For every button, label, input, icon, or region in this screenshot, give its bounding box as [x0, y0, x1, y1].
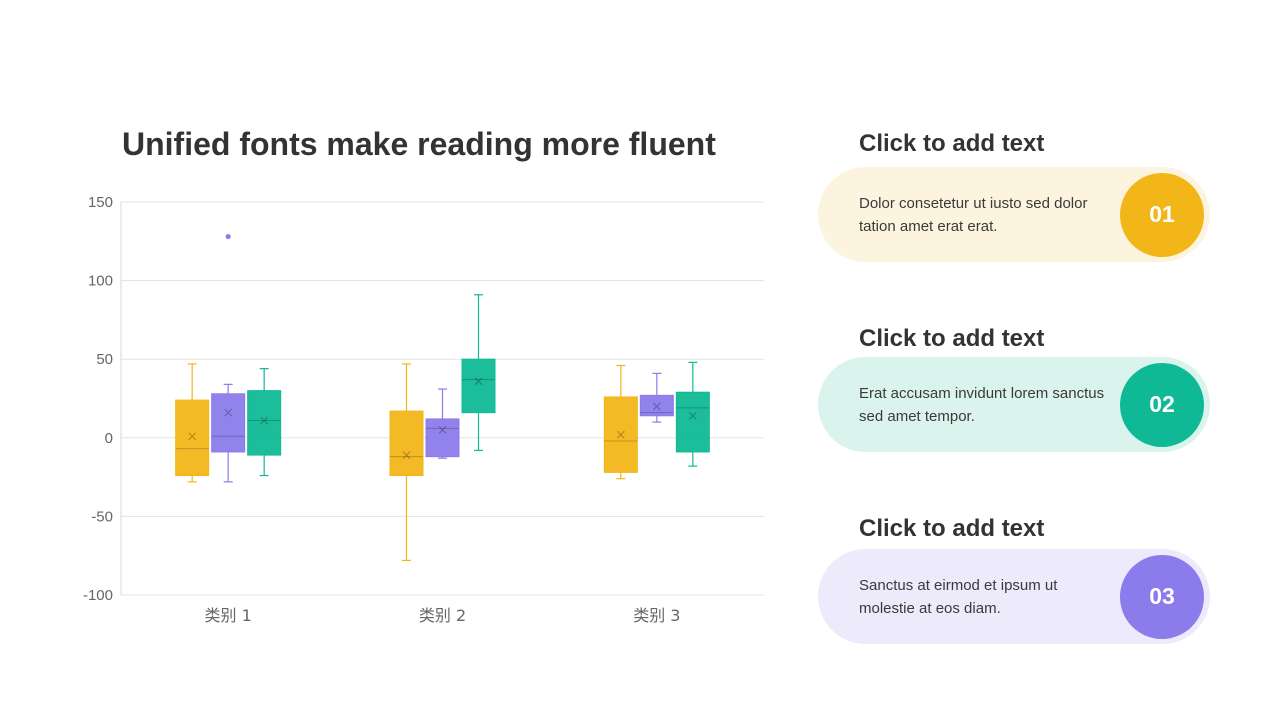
box-plot-chart: 150 100 50 0 -50 -100 类别 1 类别 2 类别 3 — [83, 194, 764, 625]
y-tick-label: 0 — [105, 430, 113, 447]
mean-marker — [474, 377, 483, 386]
outlier-point — [225, 233, 231, 240]
mean-marker — [652, 402, 661, 411]
card-3-text[interactable]: Sanctus at eirmod et ipsum ut molestie a… — [859, 576, 1058, 617]
box — [675, 391, 710, 453]
card-3-number-badge: 03 — [1120, 554, 1204, 639]
card-1-pill: Dolor consetetur ut iusto sed dolor tati… — [818, 167, 1210, 262]
box — [211, 393, 246, 453]
x-category-label: 类别 3 — [633, 606, 680, 625]
card-2-number-badge: 02 — [1120, 362, 1204, 447]
y-tick-label: 100 — [88, 273, 113, 290]
box — [247, 390, 282, 456]
mean-marker — [616, 430, 625, 439]
box — [639, 394, 674, 417]
y-tick-label: 50 — [96, 351, 113, 368]
slide-title: Unified fonts make reading more fluent — [122, 126, 716, 162]
mean-marker — [224, 408, 233, 417]
mean-marker — [188, 432, 197, 441]
card-2-heading[interactable]: Click to add text — [859, 325, 1045, 352]
x-category-label: 类别 2 — [419, 606, 466, 625]
y-tick-label: 150 — [88, 194, 113, 211]
mean-marker — [260, 416, 269, 425]
card-1-heading[interactable]: Click to add text — [859, 130, 1045, 157]
card-3-pill: Sanctus at eirmod et ipsum ut molestie a… — [818, 549, 1210, 644]
box — [425, 418, 460, 458]
card-2-text[interactable]: Erat accusam invidunt lorem sanctus sed … — [859, 384, 1105, 425]
card-3-heading[interactable]: Click to add text — [859, 515, 1045, 542]
box — [175, 399, 210, 477]
card-1-number-badge: 01 — [1120, 172, 1204, 257]
card-2-pill: Erat accusam invidunt lorem sanctus sed … — [818, 357, 1210, 452]
box — [389, 410, 424, 477]
mean-marker — [438, 426, 447, 434]
mean-marker — [688, 411, 697, 420]
y-tick-label: -50 — [91, 508, 113, 525]
y-tick-label: -100 — [83, 587, 113, 604]
box — [461, 358, 496, 414]
x-category-label: 类别 1 — [205, 606, 252, 625]
card-1-text[interactable]: Dolor consetetur ut iusto sed dolor tati… — [859, 194, 1088, 235]
mean-marker — [402, 451, 411, 459]
box — [603, 396, 638, 473]
